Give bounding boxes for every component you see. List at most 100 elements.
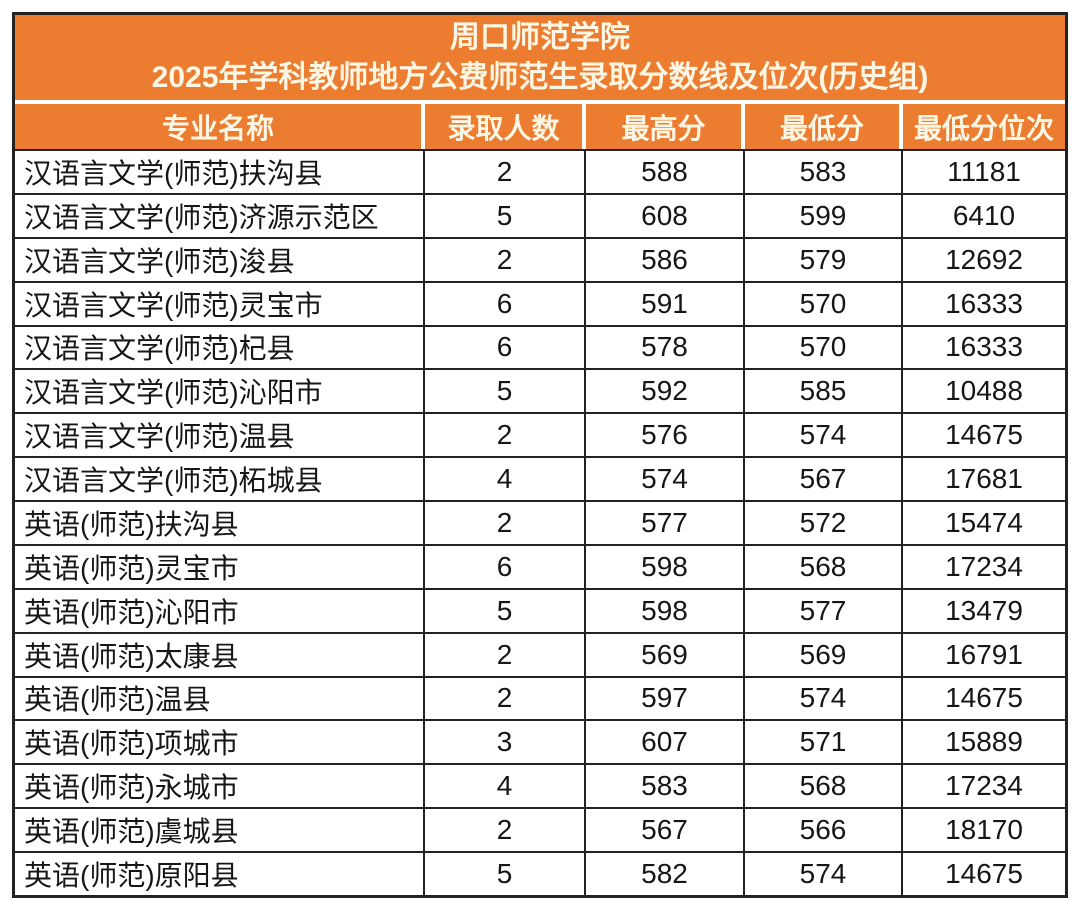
table-row: 英语(师范)项城市 3 607 571 15889	[15, 719, 1065, 764]
cell-min-rank: 10488	[945, 375, 1023, 407]
cell-max-score: 576	[586, 414, 745, 457]
cell-min-score: 567	[745, 458, 903, 500]
cell-max-score: 586	[586, 238, 745, 281]
cell-min-rank: 18170	[945, 814, 1023, 846]
cell-min-score: 572	[745, 502, 903, 544]
cell-max-score: 574	[586, 458, 745, 500]
column-header-min-score: 最低分	[745, 104, 903, 149]
cell-admit-count: 5	[425, 589, 586, 632]
cell-min-score: 574	[745, 414, 903, 457]
cell-min-rank: 17234	[945, 550, 1023, 582]
table-row: 英语(师范)沁阳市 5 598 577 13479	[15, 587, 1065, 632]
cell-max-score: 588	[586, 151, 745, 193]
cell-min-score: 570	[745, 326, 903, 369]
cell-min-rank: 15474	[945, 506, 1023, 538]
table-row: 汉语言文学(师范)扶沟县 2 588 583 11181	[15, 149, 1065, 193]
cell-major-name: 汉语言文学(师范)扶沟县	[15, 151, 425, 193]
cell-min-score: 568	[745, 545, 903, 588]
table-row: 汉语言文学(师范)柘城县 4 574 567 17681	[15, 456, 1065, 500]
cell-min-score: 599	[745, 194, 903, 237]
cell-min-rank: 16333	[945, 287, 1023, 319]
cell-admit-count: 2	[425, 238, 586, 281]
cell-admit-count: 5	[425, 370, 586, 413]
table-row: 英语(师范)灵宝市 6 598 568 17234	[15, 543, 1065, 588]
cell-min-rank: 16333	[945, 331, 1023, 363]
cell-max-score: 578	[586, 326, 745, 369]
table-row: 汉语言文学(师范)杞县 6 578 570 16333	[15, 324, 1065, 369]
cell-major-name: 汉语言文学(师范)柘城县	[15, 458, 425, 500]
cell-admit-count: 3	[425, 721, 586, 764]
cell-admit-count: 2	[425, 677, 586, 720]
table-body: 汉语言文学(师范)扶沟县 2 588 583 11181 汉语言文学(师范)济源示范区 5 6…	[15, 149, 1065, 895]
cell-max-score: 598	[586, 545, 745, 588]
cell-min-score: 571	[745, 721, 903, 764]
cell-admit-count: 2	[425, 151, 586, 193]
cell-admit-count: 2	[425, 414, 586, 457]
cell-min-score: 569	[745, 633, 903, 676]
cell-major-name: 英语(师范)沁阳市	[15, 589, 425, 632]
table-row: 英语(师范)原阳县 5 582 574 14675	[15, 851, 1065, 895]
cell-min-rank: 17234	[945, 770, 1023, 802]
cell-major-name: 英语(师范)灵宝市	[15, 545, 425, 588]
cell-max-score: 597	[586, 677, 745, 720]
cell-admit-count: 2	[425, 502, 586, 544]
cell-min-score: 574	[745, 677, 903, 720]
cell-admit-count: 6	[425, 545, 586, 588]
column-header-major-name: 专业名称	[15, 104, 425, 149]
cell-min-score: 568	[745, 765, 903, 808]
cell-major-name: 英语(师范)太康县	[15, 633, 425, 676]
cell-min-rank: 15889	[945, 726, 1023, 758]
cell-min-rank: 14675	[945, 419, 1023, 451]
table-row: 汉语言文学(师范)温县 2 576 574 14675	[15, 412, 1065, 457]
cell-admit-count: 5	[425, 194, 586, 237]
university-title: 周口师范学院	[450, 21, 630, 54]
cell-min-score: 577	[745, 589, 903, 632]
cell-min-score: 574	[745, 853, 903, 895]
cell-max-score: 592	[586, 370, 745, 413]
table-row: 汉语言文学(师范)灵宝市 6 591 570 16333	[15, 280, 1065, 325]
table-row: 汉语言文学(师范)济源示范区 5 608 599 6410	[15, 192, 1065, 237]
table-subtitle: 2025年学科教师地方公费师范生录取分数线及位次(历史组)	[151, 61, 929, 94]
cell-max-score: 582	[586, 853, 745, 895]
table-row: 英语(师范)温县 2 597 574 14675	[15, 675, 1065, 720]
cell-max-score: 608	[586, 194, 745, 237]
cell-min-rank: 17681	[945, 463, 1023, 495]
cell-admit-count: 6	[425, 282, 586, 325]
cell-major-name: 英语(师范)永城市	[15, 765, 425, 808]
cell-min-rank: 14675	[945, 857, 1023, 889]
table-row: 汉语言文学(师范)沁阳市 5 592 585 10488	[15, 368, 1065, 413]
table-row: 汉语言文学(师范)浚县 2 586 579 12692	[15, 236, 1065, 281]
table-row: 英语(师范)太康县 2 569 569 16791	[15, 631, 1065, 676]
column-header-max-score: 最高分	[586, 104, 745, 149]
cell-admit-count: 5	[425, 853, 586, 895]
cell-max-score: 607	[586, 721, 745, 764]
cell-max-score: 583	[586, 765, 745, 808]
cell-max-score: 569	[586, 633, 745, 676]
cell-major-name: 英语(师范)温县	[15, 677, 425, 720]
cell-max-score: 567	[586, 809, 745, 851]
cell-max-score: 577	[586, 502, 745, 544]
cell-min-rank: 11181	[947, 155, 1021, 187]
column-header-min-rank: 最低分位次	[903, 104, 1065, 149]
cell-major-name: 英语(师范)原阳县	[15, 853, 425, 895]
cell-min-rank: 14675	[945, 682, 1023, 714]
cell-min-rank: 16791	[945, 638, 1023, 670]
cell-major-name: 汉语言文学(师范)杞县	[15, 326, 425, 369]
cell-min-score: 585	[745, 370, 903, 413]
cell-min-rank: 13479	[945, 594, 1023, 626]
cell-major-name: 汉语言文学(师范)济源示范区	[15, 194, 425, 237]
cell-major-name: 汉语言文学(师范)灵宝市	[15, 282, 425, 325]
cell-major-name: 汉语言文学(师范)浚县	[15, 238, 425, 281]
table-title-band: 周口师范学院 2025年学科教师地方公费师范生录取分数线及位次(历史组)	[15, 15, 1065, 104]
admission-score-table: 周口师范学院 2025年学科教师地方公费师范生录取分数线及位次(历史组) 专业名…	[12, 12, 1068, 898]
cell-major-name: 英语(师范)扶沟县	[15, 502, 425, 544]
table-row: 英语(师范)虞城县 2 567 566 18170	[15, 807, 1065, 851]
cell-major-name: 汉语言文学(师范)温县	[15, 414, 425, 457]
cell-max-score: 598	[586, 589, 745, 632]
cell-max-score: 591	[586, 282, 745, 325]
cell-min-score: 566	[745, 809, 903, 851]
cell-admit-count: 6	[425, 326, 586, 369]
column-header-admit-count: 录取人数	[425, 104, 586, 149]
table-row: 英语(师范)永城市 4 583 568 17234	[15, 763, 1065, 808]
cell-admit-count: 2	[425, 633, 586, 676]
